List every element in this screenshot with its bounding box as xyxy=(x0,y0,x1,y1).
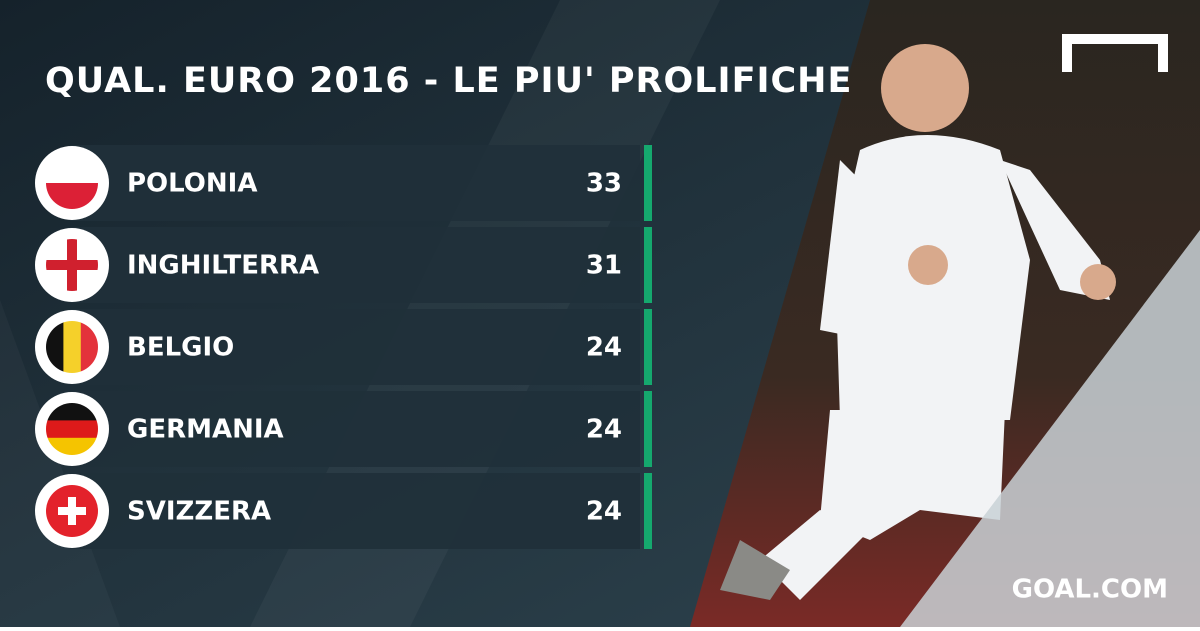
player xyxy=(720,44,1116,600)
brand: GOAL.COM xyxy=(1012,575,1168,605)
row-accent xyxy=(644,309,652,385)
flag-part xyxy=(46,321,64,373)
team-name: POLONIA xyxy=(127,169,257,199)
row: POLONIA 33 xyxy=(35,145,652,221)
row-bar xyxy=(70,391,640,467)
team-name: INGHILTERRA xyxy=(127,251,319,281)
goals: 24 xyxy=(586,497,622,527)
row-accent xyxy=(644,145,652,221)
goals: 31 xyxy=(586,251,622,281)
flag-part xyxy=(63,321,81,373)
flag xyxy=(46,403,98,455)
goal-logo xyxy=(1062,34,1168,72)
flag xyxy=(46,157,98,209)
row: INGHILTERRA 31 xyxy=(35,227,652,303)
goals: 24 xyxy=(586,415,622,445)
row-accent xyxy=(644,227,652,303)
row-bar xyxy=(70,227,640,303)
flag-part xyxy=(58,507,86,515)
team-name: SVIZZERA xyxy=(127,497,271,527)
team-name: BELGIO xyxy=(127,333,234,363)
row-accent xyxy=(644,391,652,467)
row: BELGIO 24 xyxy=(35,309,652,385)
team-name: GERMANIA xyxy=(127,415,284,445)
flag-part xyxy=(46,420,98,438)
flag-part xyxy=(80,321,98,373)
flag-part xyxy=(46,437,98,455)
row-bar xyxy=(70,145,640,221)
flag xyxy=(46,485,98,537)
title: QUAL. EURO 2016 - LE PIU' PROLIFICHE xyxy=(45,61,852,101)
goals: 33 xyxy=(586,169,622,199)
row-bar xyxy=(70,473,640,549)
ranking-list: POLONIA 33 INGHILTERRA 31 BELGIO 24 GERMANIA 24… xyxy=(35,145,652,549)
row-bar xyxy=(70,309,640,385)
flag-part xyxy=(46,260,98,270)
row: SVIZZERA 24 xyxy=(35,473,652,549)
row-accent xyxy=(644,473,652,549)
row: GERMANIA 24 xyxy=(35,391,652,467)
goals: 24 xyxy=(586,333,622,363)
flag xyxy=(46,239,98,291)
flag xyxy=(46,321,98,373)
corner-panel xyxy=(900,230,1200,627)
flag-part xyxy=(46,403,98,421)
